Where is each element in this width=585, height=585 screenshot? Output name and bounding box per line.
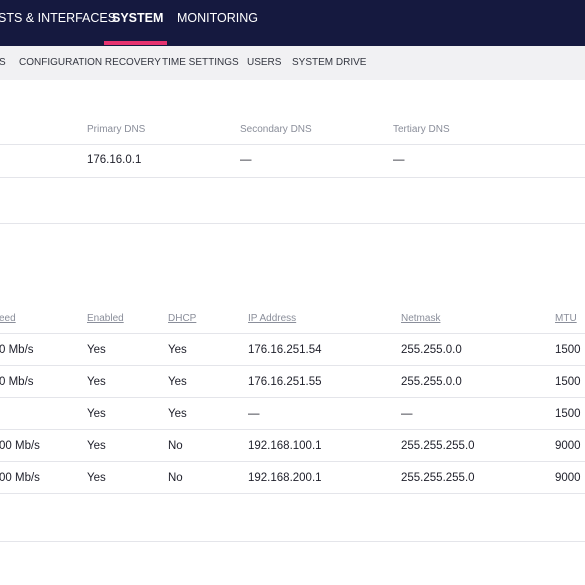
cell-mtu: 1500 — [555, 408, 581, 420]
divider — [0, 365, 585, 366]
dns-primary-value: 176.16.0.1 — [87, 154, 142, 166]
divider — [0, 177, 585, 178]
cell-mtu: 1500 — [555, 376, 581, 388]
divider — [0, 429, 585, 430]
column-header-speed[interactable]: eed — [0, 313, 16, 324]
dns-tertiary-header: Tertiary DNS — [393, 124, 450, 135]
cell-ip-address: 192.168.200.1 — [248, 472, 322, 484]
dns-secondary-header: Secondary DNS — [240, 124, 312, 135]
cell-netmask: 255.255.0.0 — [401, 344, 462, 356]
cell-enabled: Yes — [87, 408, 106, 420]
cell-mtu: 9000 — [555, 472, 581, 484]
section-divider — [0, 541, 585, 542]
divider — [0, 397, 585, 398]
cell-ip-address: 192.168.100.1 — [248, 440, 322, 452]
divider — [0, 461, 585, 462]
subnav-item-time-settings[interactable]: TIME SETTINGS — [162, 57, 239, 68]
cell-enabled: Yes — [87, 440, 106, 452]
cell-netmask: 255.255.255.0 — [401, 472, 475, 484]
cell-enabled: Yes — [87, 472, 106, 484]
subnav-item-truncated[interactable]: S — [0, 57, 6, 68]
cell-ip-address: — — [248, 408, 260, 420]
dns-secondary-value: — — [240, 154, 252, 166]
active-tab-indicator — [104, 41, 167, 45]
column-header-enabled[interactable]: Enabled — [87, 313, 124, 324]
divider — [0, 493, 585, 494]
cell-speed: 00 Mb/s — [0, 472, 40, 484]
divider — [0, 144, 585, 145]
cell-mtu: 1500 — [555, 344, 581, 356]
dns-tertiary-value: — — [393, 154, 405, 166]
cell-speed: 0 Mb/s — [0, 376, 34, 388]
column-header-dhcp[interactable]: DHCP — [168, 313, 197, 324]
cell-netmask: 255.255.255.0 — [401, 440, 475, 452]
column-header-mtu[interactable]: MTU — [555, 313, 577, 324]
cell-ip-address: 176.16.251.55 — [248, 376, 322, 388]
tab-hosts-interfaces[interactable]: STS & INTERFACES — [0, 11, 117, 25]
cell-enabled: Yes — [87, 344, 106, 356]
cell-speed: 0 Mb/s — [0, 344, 34, 356]
cell-dhcp: No — [168, 472, 183, 484]
cell-dhcp: Yes — [168, 376, 187, 388]
column-header-ip-address[interactable]: IP Address — [248, 313, 297, 324]
cell-enabled: Yes — [87, 376, 106, 388]
cell-netmask: — — [401, 408, 413, 420]
cell-dhcp: Yes — [168, 344, 187, 356]
cell-netmask: 255.255.0.0 — [401, 376, 462, 388]
top-nav: STS & INTERFACES SYSTEM MONITORING — [0, 0, 585, 46]
subnav-item-system-drive[interactable]: SYSTEM DRIVE — [292, 57, 367, 68]
divider — [0, 333, 585, 334]
cell-speed: 00 Mb/s — [0, 440, 40, 452]
cell-dhcp: No — [168, 440, 183, 452]
tab-system[interactable]: SYSTEM — [112, 11, 164, 25]
column-header-netmask[interactable]: Netmask — [401, 313, 441, 324]
subnav-item-users[interactable]: USERS — [247, 57, 282, 68]
cell-mtu: 9000 — [555, 440, 581, 452]
section-divider — [0, 223, 585, 224]
tab-monitoring[interactable]: MONITORING — [177, 11, 259, 25]
sub-nav: S CONFIGURATION RECOVERY TIME SETTINGS U… — [0, 46, 585, 80]
cell-dhcp: Yes — [168, 408, 187, 420]
cell-ip-address: 176.16.251.54 — [248, 344, 322, 356]
subnav-item-configuration-recovery[interactable]: CONFIGURATION RECOVERY — [19, 57, 161, 68]
dns-primary-header: Primary DNS — [87, 124, 146, 135]
